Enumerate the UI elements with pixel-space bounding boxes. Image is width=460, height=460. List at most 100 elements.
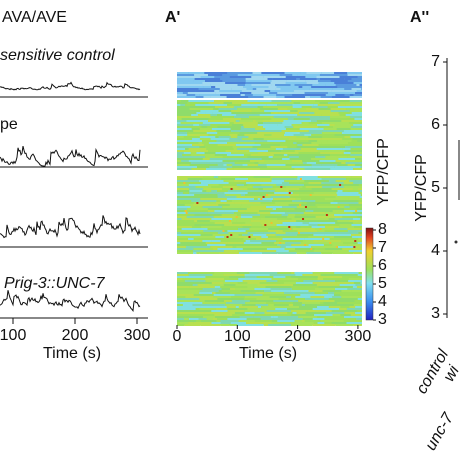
heatmap-cell: [302, 218, 329, 220]
heatmap-cell: [341, 240, 362, 242]
heatmap-cell: [248, 178, 257, 180]
heatmap-cell: [324, 318, 335, 320]
heatmap-cell: [266, 280, 278, 282]
heatmap-cell: [294, 216, 316, 218]
heatmap-cell: [177, 126, 202, 128]
heatmap-cell: [243, 124, 258, 126]
heatmap-cell: [221, 214, 238, 216]
heatmap-cell: [192, 138, 200, 140]
heatmap-cell: [299, 188, 312, 190]
heatmap-cell: [207, 212, 211, 214]
heatmap-cell: [206, 318, 213, 320]
heatmap-cell: [342, 148, 351, 150]
heatmap-cell: [293, 142, 297, 144]
heatmap-cell: [317, 104, 346, 106]
heatmap-cell: [258, 164, 267, 166]
heatmap-cell: [279, 74, 293, 76]
heatmap-cell: [227, 308, 248, 310]
heatmap-cell: [217, 126, 241, 128]
heatmap-cell: [314, 288, 336, 290]
heatmap-cell: [331, 226, 340, 228]
heatmap-cell: [202, 240, 212, 242]
heatmap-cell: [330, 80, 348, 82]
heatmap-cell: [257, 124, 278, 126]
heatmap-cell: [177, 218, 182, 220]
heatmap-cell: [338, 112, 352, 114]
heatmap-cell: [282, 230, 298, 232]
heatmap-cell: [288, 138, 306, 140]
heatmap-cell: [245, 240, 251, 242]
heatmap-cell: [264, 160, 292, 162]
condition-label: sensitive control: [0, 47, 115, 64]
heatmap-cell: [257, 212, 271, 214]
heatmap-cell: [358, 200, 362, 202]
heatmap-cell: [257, 148, 276, 150]
heatmap-cell: [320, 78, 345, 80]
heatmap-cell: [330, 118, 355, 120]
heatmap-cell: [308, 122, 322, 124]
tick-label: 0: [173, 328, 182, 345]
heatmap-cell: [330, 202, 338, 204]
heatmap-cell: [210, 96, 227, 98]
heatmap-cell: [326, 304, 354, 306]
heatmap-cell: [290, 296, 296, 298]
heatmap-cell: [315, 100, 340, 102]
heatmap-cell: [298, 152, 321, 154]
heatmap-cell: [229, 324, 238, 326]
heatmap-cell: [330, 110, 350, 112]
heatmap-cell: [352, 188, 359, 190]
heatmap-cell: [344, 206, 350, 208]
heatmap-cell: [237, 186, 253, 188]
heatmap-cell: [312, 318, 325, 320]
heatmap-cell: [315, 154, 331, 156]
heatmap-cell: [255, 304, 269, 306]
heatmap-cell: [329, 272, 335, 274]
heatmap-cell: [332, 244, 348, 246]
heatmap-cell: [223, 164, 227, 166]
heatmap-cell: [177, 86, 204, 88]
heatmap-cell: [290, 314, 315, 316]
heatmap-cell: [314, 292, 329, 294]
heatmap-cell: [234, 188, 248, 190]
heatmap-cell: [289, 228, 292, 230]
y-axis-label: YFP/CFP: [413, 154, 430, 222]
heatmap-cell: [287, 194, 300, 196]
heatmap-cell: [337, 202, 359, 204]
heatmap-cell: [337, 106, 351, 108]
heatmap-cell: [358, 232, 362, 234]
heatmap-cell: [276, 94, 284, 96]
heatmap-cell: [205, 276, 230, 278]
dot: [454, 240, 458, 244]
heatmap-cell: [177, 132, 188, 134]
heatmap-cell: [277, 92, 305, 94]
heatmap-cell: [309, 88, 333, 90]
heatmap-cell: [271, 100, 292, 102]
heatmap-cell: [177, 142, 199, 144]
heatmap-cell: [293, 304, 302, 306]
heatmap-cell: [262, 248, 267, 250]
heatmap-cell: [183, 318, 189, 320]
heatmap-cell: [347, 156, 362, 158]
heatmap-cell: [265, 128, 286, 130]
heatmap-cell: [263, 138, 289, 140]
heatmap-cell: [249, 272, 278, 274]
heatmap-cell: [358, 296, 362, 298]
heatmap-cell: [236, 184, 245, 186]
heatmap-cell: [325, 214, 328, 216]
heatmap-cell: [303, 212, 326, 214]
heatmap-cell: [324, 308, 340, 310]
heatmap-cell: [339, 224, 352, 226]
heatmap-cell: [247, 100, 272, 102]
heatmap-cell: [315, 216, 327, 218]
heatmap-cell: [229, 76, 252, 78]
heatmap-cell: [305, 312, 326, 314]
heatmap-cell: [231, 112, 255, 114]
heatmap-cell: [296, 292, 315, 294]
heatmap-cell: [295, 198, 302, 200]
heatmap-cell: [344, 210, 362, 212]
heatmap-cell: [307, 206, 318, 208]
heatmap-cell: [293, 118, 310, 120]
heatmap-cell: [248, 278, 272, 280]
heatmap-cell: [291, 100, 316, 102]
